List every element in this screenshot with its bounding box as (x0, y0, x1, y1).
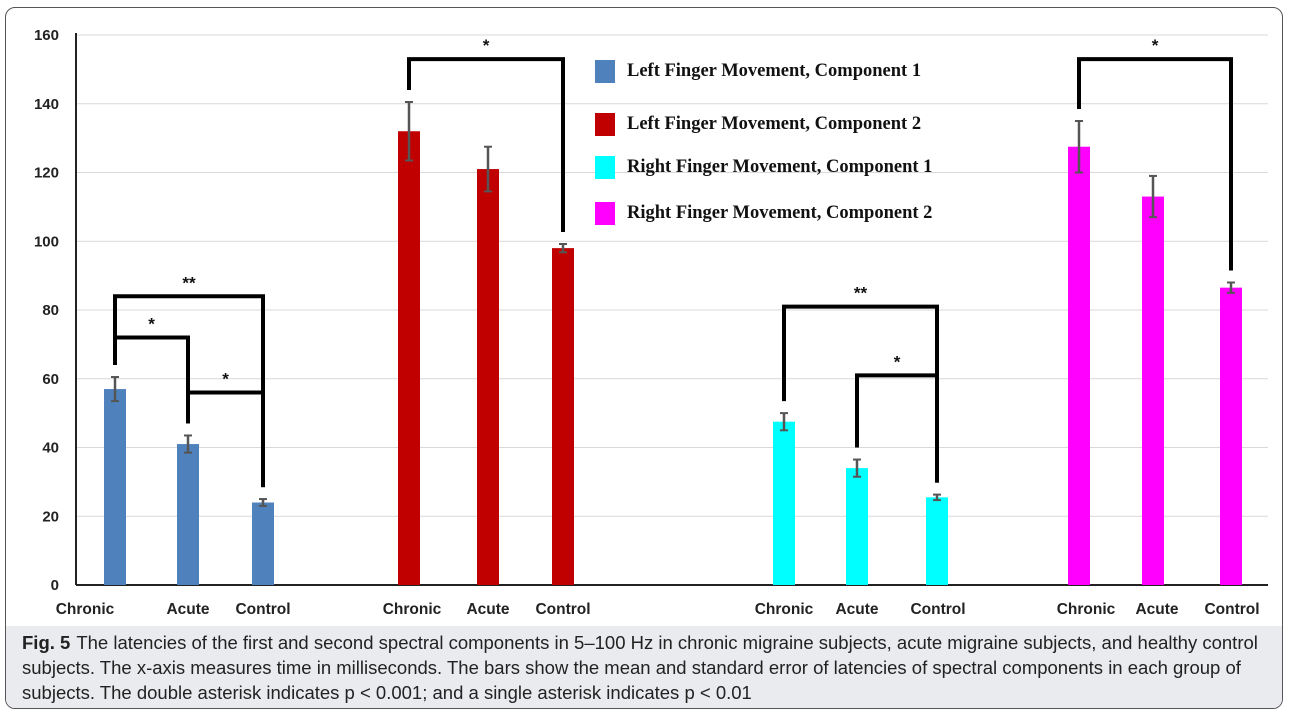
bar (1142, 196, 1164, 585)
significance-marker: * (1152, 36, 1159, 55)
bar (1068, 146, 1090, 585)
x-category-label: Control (235, 601, 290, 618)
significance-marker: * (148, 315, 155, 334)
significance-bracket (113, 335, 190, 424)
significance-bracket (186, 390, 265, 488)
significance-bracket (855, 373, 939, 483)
y-tick-label: 60 (42, 371, 59, 388)
bar (926, 497, 948, 585)
bar (846, 468, 868, 585)
y-tick-label: 20 (42, 508, 59, 525)
caption-band (6, 626, 1282, 708)
legend-label: Right Finger Movement, Component 1 (627, 157, 932, 177)
x-category-label: Acute (1135, 601, 1178, 618)
legend-swatch (595, 113, 615, 136)
x-category-label: Acute (166, 601, 209, 618)
caption-text: The latencies of the first and second sp… (22, 632, 1258, 703)
figure-caption: Fig. 5 The latencies of the first and sec… (22, 630, 1272, 705)
bar (104, 389, 126, 585)
y-tick-label: 40 (42, 440, 59, 457)
x-category-label: Chronic (1057, 601, 1116, 618)
x-category-label: Acute (835, 601, 878, 618)
bar (177, 444, 199, 585)
bar (1220, 287, 1242, 585)
x-category-label: Control (535, 601, 590, 618)
bar-chart: 0 20 40 60 80 100 120 140 160 Chronic Acute Control… (34, 27, 1268, 618)
legend-swatch (595, 60, 615, 83)
y-tick-label: 80 (42, 302, 59, 319)
bar (477, 169, 499, 585)
y-tick-label: 120 (34, 165, 59, 182)
x-category-label: Control (910, 601, 965, 618)
x-category-label: Acute (466, 601, 509, 618)
significance-bracket (407, 57, 565, 232)
x-category-label: Chronic (56, 601, 115, 618)
x-category-label: Chronic (383, 601, 442, 618)
caption-label: Fig. 5 (22, 632, 71, 653)
legend-swatch (595, 202, 615, 225)
bar (773, 421, 795, 585)
legend-label: Left Finger Movement, Component 2 (627, 114, 921, 134)
significance-marker: * (222, 370, 229, 389)
bar (552, 248, 574, 585)
y-tick-label: 160 (34, 27, 59, 44)
significance-marker: * (894, 352, 901, 371)
y-tick-label: 0 (51, 577, 59, 594)
bar (252, 502, 274, 585)
legend-swatch (595, 156, 615, 179)
legend-label: Left Finger Movement, Component 1 (627, 61, 921, 81)
y-tick-label: 140 (34, 96, 59, 113)
significance-bracket (782, 304, 939, 483)
significance-marker: * (483, 36, 490, 55)
figure-frame: 0 20 40 60 80 100 120 140 160 Chronic Acute Control… (5, 7, 1283, 709)
significance-bracket (1077, 57, 1233, 271)
bar (398, 131, 420, 585)
significance-marker: ** (854, 284, 868, 303)
legend-label: Right Finger Movement, Component 2 (627, 203, 932, 223)
x-category-label: Chronic (755, 601, 814, 618)
x-category-label: Control (1204, 601, 1259, 618)
significance-marker: ** (182, 273, 196, 292)
y-tick-label: 100 (34, 233, 59, 250)
